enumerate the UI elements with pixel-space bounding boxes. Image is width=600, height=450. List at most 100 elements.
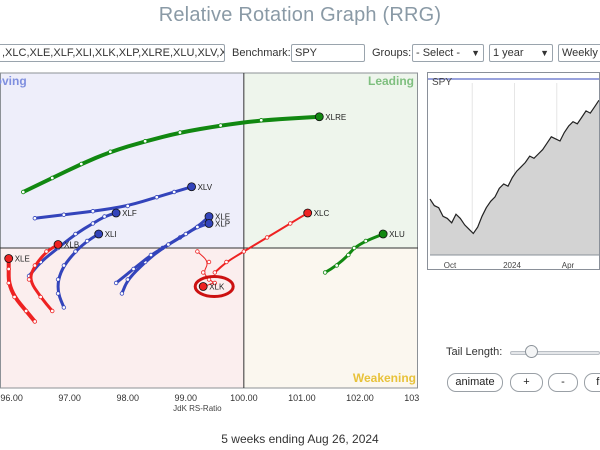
period-select-value: 1 year <box>493 47 524 59</box>
tail-point-xlc <box>264 235 270 240</box>
tail-point-xli <box>55 277 61 282</box>
groups-select-value: - Select - <box>416 47 461 59</box>
head-xlf <box>111 208 121 218</box>
series-label-xli: XLI <box>105 230 117 239</box>
x-tick-label: 97.00 <box>58 393 81 403</box>
series-label-xlp: XLP <box>215 220 230 229</box>
plot-border <box>0 72 418 389</box>
series-label-xlc: XLC <box>314 209 330 218</box>
spy-x-tick-label: Apr <box>562 261 575 270</box>
tail-point-xlp <box>195 224 200 230</box>
x-tick-label: 101.00 <box>288 393 316 403</box>
period-select[interactable]: 1 year ▼ <box>489 44 553 62</box>
tail-point-xlre <box>79 161 84 167</box>
tail-point-xli <box>61 263 67 268</box>
quadrant-leading <box>243 73 418 248</box>
tail-point-xle <box>6 266 11 272</box>
benchmark-input[interactable]: SPY <box>291 44 365 62</box>
groups-label: Groups: <box>372 47 412 59</box>
highlight-ellipse <box>193 275 235 298</box>
series-label-xlb: XLB <box>64 241 79 250</box>
spy-x-tick-label: Oct <box>444 261 457 270</box>
quadrant-weakening <box>243 248 418 388</box>
series-label-xlu: XLU <box>389 230 405 239</box>
tail-xlv <box>33 185 194 220</box>
animate-button[interactable]: animate <box>447 373 503 392</box>
tail-point-xlf <box>73 231 78 237</box>
head-xli <box>94 229 104 239</box>
period-caption: 5 weeks ending Aug 26, 2024 <box>221 432 379 446</box>
tail-point-xle <box>32 319 38 324</box>
x-tick-label: 98.00 <box>116 393 139 403</box>
tail-point-xlre <box>21 189 26 195</box>
tail-point-xlu <box>363 238 368 244</box>
tail-point-xlu <box>351 245 357 251</box>
tail-length-label: Tail Length: <box>446 346 503 358</box>
spy-price-panel: SPY Oct 2024 Apr <box>427 72 600 270</box>
tail-length-slider-handle[interactable] <box>525 345 538 358</box>
head-xlp <box>204 219 214 228</box>
tail-xlre <box>21 114 322 194</box>
fit-button[interactable]: fi <box>584 373 600 392</box>
tail-point-xlv <box>90 209 96 214</box>
chevron-down-icon: ▼ <box>471 48 480 58</box>
step-forward-button[interactable]: + <box>510 373 543 392</box>
tail-point-xlp <box>113 280 119 286</box>
series-label-xlk: XLK <box>209 283 225 292</box>
tail-point-xlk <box>206 259 212 265</box>
tail-length-slider[interactable] <box>510 351 600 355</box>
head-xlu <box>378 229 388 239</box>
tail-point-xlk <box>212 280 218 286</box>
tail-xlc <box>213 212 309 274</box>
tail-point-xli <box>73 249 78 254</box>
tail-point-xlf <box>90 221 96 226</box>
spy-price-line <box>429 99 599 235</box>
quadrant-label-improving: mproving <box>0 74 27 88</box>
tail-point-xlb <box>38 294 43 300</box>
tail-point-xlc <box>288 221 293 226</box>
chevron-down-icon: ▼ <box>540 48 549 58</box>
tail-point-xlre <box>50 175 55 181</box>
tail-point-xli <box>84 238 90 244</box>
tail-point-xle <box>125 277 130 282</box>
tail-point-xle <box>23 308 29 314</box>
head-xle <box>4 254 14 263</box>
tail-point-xlk <box>195 249 200 254</box>
x-axis-label: JdK RS-Ratio <box>173 404 222 413</box>
series-label-xlre: XLRE <box>325 113 346 122</box>
tail-point-xlf <box>102 214 107 219</box>
tail-point-xlc <box>212 270 218 275</box>
tail-point-xlu <box>322 270 328 275</box>
tail-xli <box>56 232 101 309</box>
symbols-input[interactable]: ,XLC,XLE,XLF,XLI,XLK,XLP,XLRE,XLU,XLV,XL <box>0 44 225 62</box>
tail-point-xlu <box>346 252 351 258</box>
spy-price-svg: SPY Oct 2024 Apr <box>428 77 599 270</box>
tail-point-xlu <box>334 263 339 268</box>
page-title: Relative Rotation Graph (RRG) <box>158 4 442 26</box>
rrg-svg: Leading mproving Weakening 96.00 97.00 98.00 9… <box>0 72 420 413</box>
tail-point-xli <box>55 291 61 296</box>
tail-point-xlre <box>218 123 223 128</box>
head-xlc <box>303 208 313 218</box>
head-xlre <box>314 112 324 122</box>
frequency-select-value: Weekly <box>562 47 598 59</box>
groups-select[interactable]: - Select - ▼ <box>412 44 484 62</box>
tail-point-xlk <box>200 270 206 275</box>
quadrant-label-weakening: Weakening <box>353 371 416 385</box>
tail-point-xlb <box>50 308 55 314</box>
tail-point-xlb <box>32 263 38 268</box>
tail-point-xlv <box>32 216 38 221</box>
step-back-button[interactable]: - <box>548 373 578 392</box>
tail-point-xli <box>61 305 67 310</box>
tail-point-xlc <box>241 249 247 254</box>
tail-point-xlc <box>224 259 229 265</box>
series-label-xlf: XLF <box>122 209 137 218</box>
tail-point-xlv <box>61 212 67 217</box>
tail-point-xlre <box>259 118 264 123</box>
frequency-select[interactable]: Weekly <box>558 44 600 62</box>
head-xlk <box>198 282 208 291</box>
tail-point-xlp <box>166 242 171 247</box>
tail-point-xlp <box>131 266 136 272</box>
tail-point-xlv <box>125 203 130 209</box>
series-label-xle: XLE <box>15 255 30 264</box>
